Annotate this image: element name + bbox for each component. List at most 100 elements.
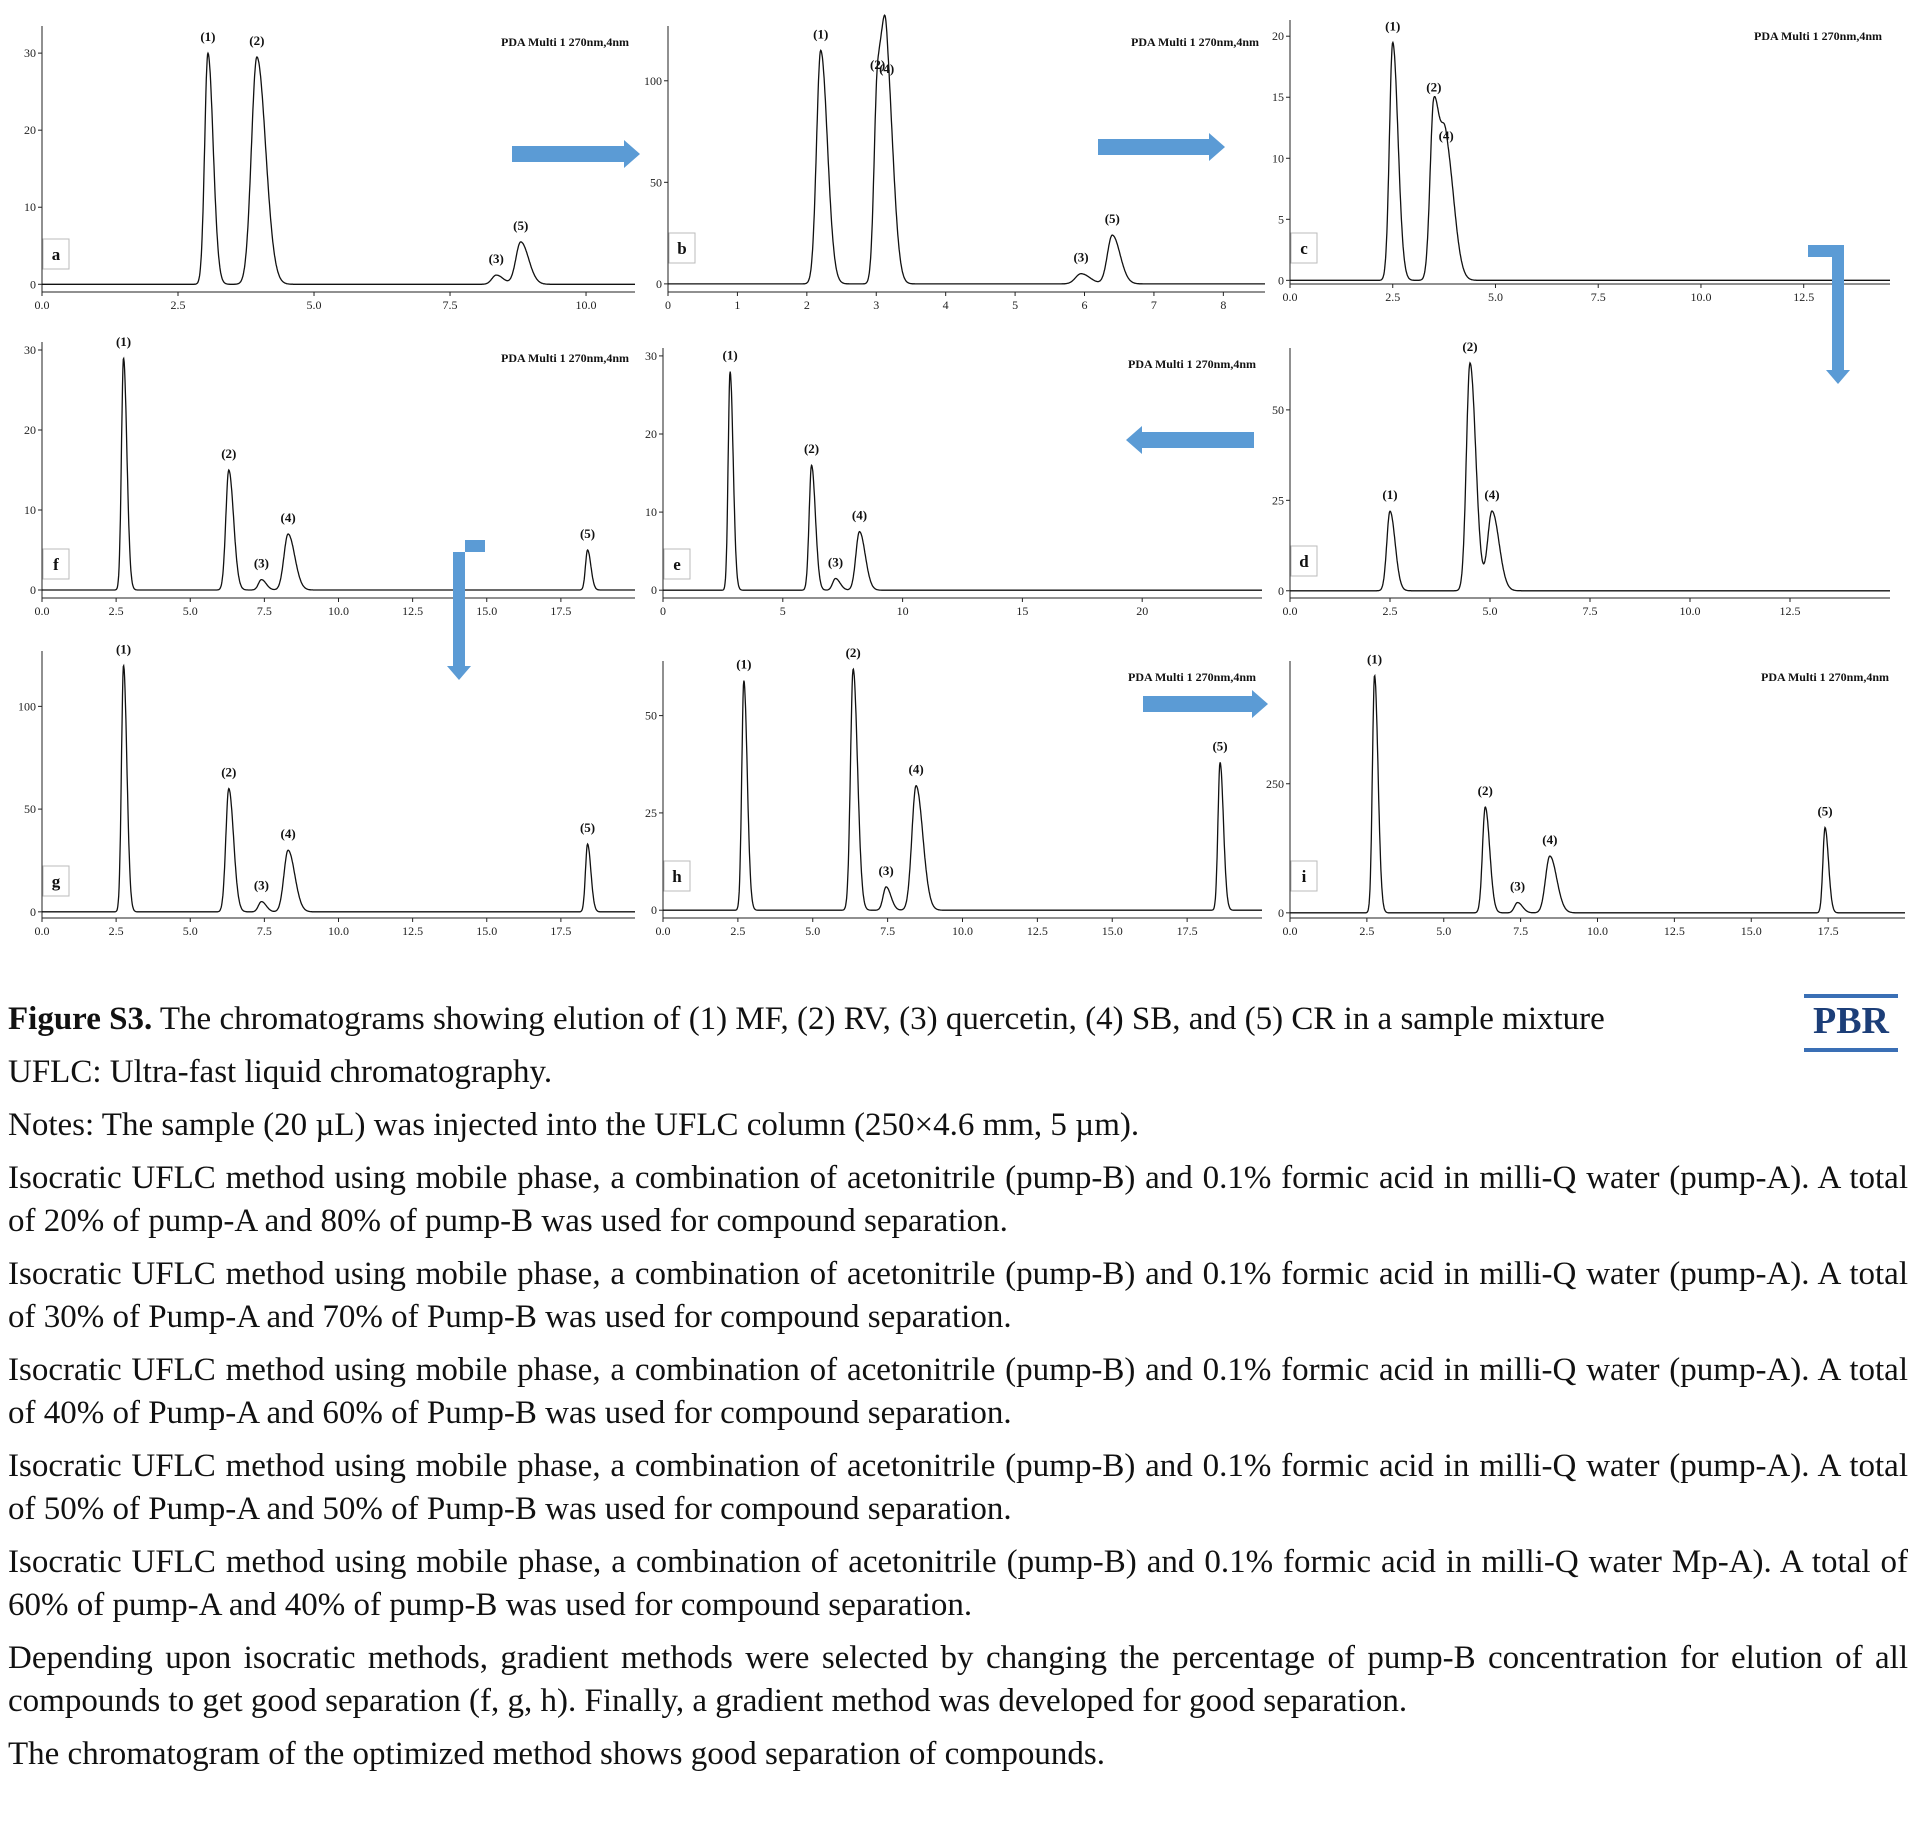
peak-label: (2) xyxy=(870,57,885,72)
x-tick-label: 5 xyxy=(1012,298,1018,312)
peak-label: (4) xyxy=(879,61,894,76)
x-tick-label: 0 xyxy=(665,298,671,312)
x-tick-label: 5.0 xyxy=(1488,290,1503,304)
peak-label: (1) xyxy=(200,29,215,44)
peak-label: (3) xyxy=(254,556,269,571)
peak-label: (2) xyxy=(221,765,236,780)
x-tick-label: 2.5 xyxy=(109,924,124,938)
y-tick-label: 0 xyxy=(656,277,662,291)
y-tick-label: 15 xyxy=(1272,90,1284,104)
peak-label: (5) xyxy=(580,526,595,541)
arrow-c-to-d xyxy=(1808,245,1850,384)
peak-label: (5) xyxy=(1817,804,1832,819)
x-tick-label: 5.0 xyxy=(307,298,322,312)
detector-header: PDA Multi 1 270nm,4nm xyxy=(1128,357,1256,371)
x-tick-label: 12.5 xyxy=(402,604,423,618)
caption-notes: Notes: The sample (20 µL) was injected i… xyxy=(8,1107,1140,1143)
x-tick-label: 5.0 xyxy=(1436,924,1451,938)
y-tick-label: 30 xyxy=(645,349,657,363)
peak-label: (2) xyxy=(1426,79,1441,94)
peak-label: (5) xyxy=(1105,211,1120,226)
y-tick-label: 20 xyxy=(1272,29,1284,43)
x-tick-label: 7.5 xyxy=(257,604,272,618)
x-tick-label: 10 xyxy=(897,604,909,618)
detector-header: PDA Multi 1 270nm,4nm xyxy=(501,35,629,49)
panel-letter: a xyxy=(52,245,61,264)
x-tick-label: 0.0 xyxy=(656,924,671,938)
peak-label: (2) xyxy=(846,645,861,660)
y-tick-label: 20 xyxy=(645,427,657,441)
chromatogram-trace xyxy=(42,356,635,591)
peak-label: (2) xyxy=(1478,783,1493,798)
x-tick-label: 7.5 xyxy=(880,924,895,938)
y-tick-label: 50 xyxy=(24,802,36,816)
peak-label: (3) xyxy=(879,863,894,878)
peak-label: (4) xyxy=(281,510,296,525)
y-tick-label: 0 xyxy=(30,905,36,919)
panel-letter: h xyxy=(672,867,682,886)
caption-method-a: Isocratic UFLC method using mobile phase… xyxy=(8,1160,1908,1239)
x-tick-label: 2.5 xyxy=(1385,290,1400,304)
y-tick-label: 10 xyxy=(1272,151,1284,165)
chromatogram-panel-f: 0.0 2.5 5.0 7.5 10.0 12.5 15.0 17.5 0 10 20 30 (1) (2… xyxy=(24,334,635,618)
y-tick-label: 50 xyxy=(650,175,662,189)
caption-figure-number: Figure S3. xyxy=(8,1001,153,1037)
x-tick-label: 0.0 xyxy=(1283,924,1298,938)
y-tick-label: 30 xyxy=(24,343,36,357)
x-tick-label: 15.0 xyxy=(1741,924,1762,938)
x-tick-label: 2.5 xyxy=(171,298,186,312)
x-tick-label: 15 xyxy=(1016,604,1028,618)
x-tick-label: 12.5 xyxy=(1664,924,1685,938)
peak-label: (1) xyxy=(1367,651,1382,666)
peak-label: (3) xyxy=(1510,879,1525,894)
panel-letter-box xyxy=(1290,545,1318,577)
flow-arrows xyxy=(447,133,1850,718)
x-tick-label: 15.0 xyxy=(1102,924,1123,938)
x-tick-label: 10.0 xyxy=(576,298,597,312)
peak-label: (2) xyxy=(249,33,264,48)
x-tick-label: 6 xyxy=(1082,298,1088,312)
panel-letter: e xyxy=(673,555,681,574)
caption-gradient: Depending upon isocratic methods, gradie… xyxy=(8,1640,1908,1719)
chromatogram-panel-e: 0 5 10 15 20 0 10 20 30 (1) (2) (3) (4) PDA Multi 1 2… xyxy=(645,348,1262,618)
chromatogram-grid: 0.0 2.5 5.0 7.5 10.0 0 10 20 30 (1) (2) (3) (5) PDA M… xyxy=(18,14,1905,938)
x-tick-label: 2.5 xyxy=(109,604,124,618)
x-tick-label: 10.0 xyxy=(328,604,349,618)
panel-letter-box xyxy=(42,548,70,580)
x-tick-label: 7.5 xyxy=(1591,290,1606,304)
arrow-f-to-g xyxy=(447,540,485,680)
x-tick-label: 5.0 xyxy=(1483,604,1498,618)
caption-title: Figure S3. The chromatograms showing elu… xyxy=(8,998,1908,1041)
panel-letter: c xyxy=(1300,239,1308,258)
x-tick-label: 2.5 xyxy=(730,924,745,938)
chromatogram-trace xyxy=(663,667,1262,911)
chromatogram-trace xyxy=(1290,361,1890,592)
x-tick-label: 10.0 xyxy=(1587,924,1608,938)
arrow-h-to-i xyxy=(1143,690,1268,718)
peak-label: (1) xyxy=(736,657,751,672)
panel-letter-box xyxy=(1290,860,1318,892)
chromatogram-panel-d: 0.0 2.5 5.0 7.5 10.0 12.5 0 25 50 (1) (2) (4) d xyxy=(1272,339,1890,618)
x-tick-label: 7.5 xyxy=(443,298,458,312)
caption-method-c: Isocratic UFLC method using mobile phase… xyxy=(8,1352,1908,1431)
x-tick-label: 10.0 xyxy=(1690,290,1711,304)
peak-label: (4) xyxy=(852,508,867,523)
y-tick-label: 50 xyxy=(645,709,657,723)
peak-label: (3) xyxy=(828,554,843,569)
y-tick-label: 100 xyxy=(644,74,662,88)
y-tick-label: 20 xyxy=(24,123,36,137)
arrow-b-to-c xyxy=(1098,133,1225,161)
peak-label: (2) xyxy=(221,446,236,461)
y-tick-label: 50 xyxy=(1272,403,1284,417)
detector-header: PDA Multi 1 270nm,4nm xyxy=(1128,670,1256,684)
peak-label: (2) xyxy=(804,441,819,456)
y-tick-label: 0 xyxy=(1278,906,1284,920)
chromatogram-trace xyxy=(668,14,1265,285)
chromatogram-panel-c: 0.0 2.5 5.0 7.5 10.0 12.5 0 5 10 15 20 (1) (2) (4) PDA… xyxy=(1272,18,1890,304)
caption-title-text: The chromatograms showing elution of (1)… xyxy=(152,1001,1605,1037)
figure-caption: Figure S3. The chromatograms showing elu… xyxy=(8,998,1908,1786)
peak-label: (4) xyxy=(908,762,923,777)
x-tick-label: 7.5 xyxy=(1513,924,1528,938)
x-tick-label: 17.5 xyxy=(1818,924,1839,938)
y-tick-label: 25 xyxy=(645,806,657,820)
